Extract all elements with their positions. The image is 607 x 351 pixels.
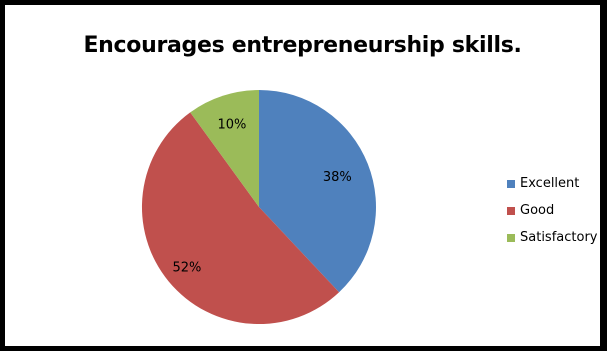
- legend-label-satisfactory: Satisfactory: [520, 230, 598, 245]
- legend-swatch-satisfactory: [507, 233, 515, 242]
- data-label-satisfactory: 10%: [217, 118, 246, 133]
- legend-label-excellent: Excellent: [520, 176, 580, 191]
- pie-slice-satisfactory: [190, 90, 259, 207]
- pie-chart: 38% 52% 10%: [141, 90, 376, 325]
- legend: Excellent Good Satisfactory: [507, 173, 597, 254]
- chart-title: Encourages entrepreneurship skills.: [83, 33, 522, 58]
- legend-item-excellent: Excellent: [507, 173, 597, 194]
- data-label-good: 52%: [172, 261, 201, 276]
- legend-swatch-excellent: [507, 179, 515, 188]
- legend-item-good: Good: [507, 200, 597, 221]
- pie-slice-excellent: [259, 90, 376, 293]
- legend-swatch-good: [507, 206, 515, 215]
- data-label-excellent: 38%: [323, 170, 352, 185]
- legend-label-good: Good: [520, 203, 555, 218]
- pie-slice-good: [141, 112, 340, 325]
- legend-item-satisfactory: Satisfactory: [507, 227, 597, 248]
